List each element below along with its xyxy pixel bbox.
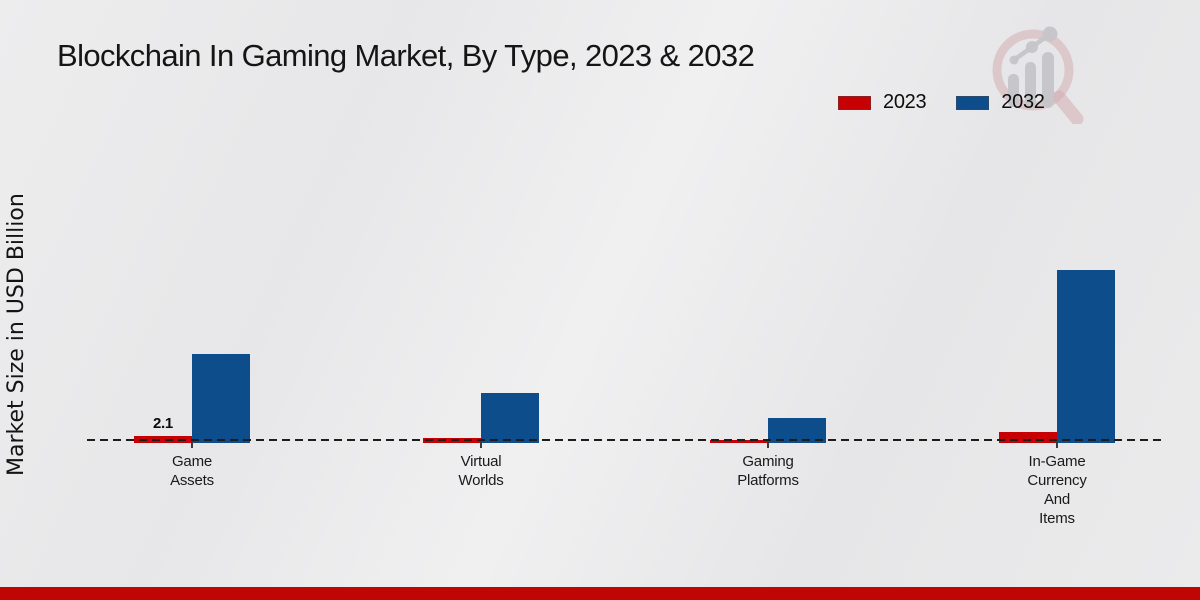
x-axis-tick xyxy=(1056,441,1058,448)
x-axis-baseline xyxy=(87,439,1165,441)
bar-value-label: 2.1 xyxy=(153,415,173,432)
category-label: Game Assets xyxy=(170,453,214,489)
x-axis-tick xyxy=(191,441,193,448)
bar-2032-category-3 xyxy=(1057,270,1115,443)
legend-item-2032: 2032 xyxy=(956,91,1045,114)
category-label: In-Game Currency And Items xyxy=(1027,453,1087,527)
bottom-accent-bar xyxy=(0,587,1200,600)
bar-2032-category-2 xyxy=(768,418,826,443)
magnifier-chart-watermark-icon xyxy=(992,26,1084,124)
legend-swatch-icon xyxy=(838,95,871,110)
category-label: Gaming Platforms xyxy=(737,453,799,489)
bar-2032-category-1 xyxy=(481,393,539,443)
legend-label: 2032 xyxy=(1001,91,1045,113)
chart-title: Blockchain In Gaming Market, By Type, 20… xyxy=(57,38,755,73)
category-label: Virtual Worlds xyxy=(458,453,504,489)
x-axis-tick xyxy=(767,441,769,448)
x-axis-tick xyxy=(480,441,482,448)
bar-2023-category-2 xyxy=(710,440,768,443)
legend-swatch-icon xyxy=(956,95,990,110)
legend: 2023 2032 xyxy=(838,91,1045,114)
bar-2032-category-0 xyxy=(192,354,250,443)
bar-2023-category-3 xyxy=(999,432,1057,443)
legend-item-2023: 2023 xyxy=(838,91,927,114)
legend-label: 2023 xyxy=(883,91,927,113)
